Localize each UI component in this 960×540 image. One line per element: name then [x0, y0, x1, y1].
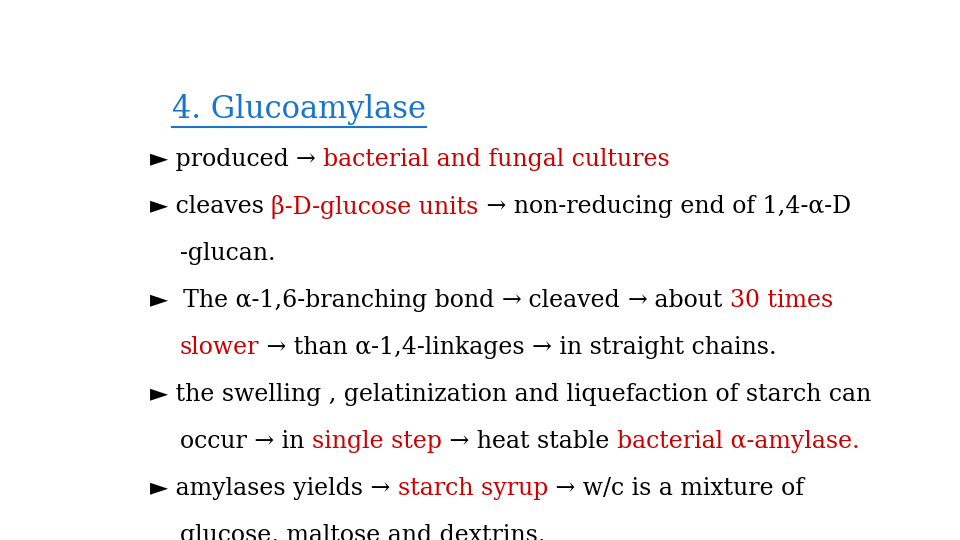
Text: →: → — [628, 289, 647, 312]
Text: 30 times: 30 times — [731, 289, 833, 312]
Text: β-D-glucose units: β-D-glucose units — [272, 195, 479, 219]
Text: →: → — [501, 289, 521, 312]
Text: ► the swelling , gelatinization and liquefaction of starch can: ► the swelling , gelatinization and liqu… — [150, 383, 871, 406]
Text: bacterial α-amylase.: bacterial α-amylase. — [616, 430, 859, 453]
Text: occur → in: occur → in — [150, 430, 312, 453]
Text: starch syrup: starch syrup — [397, 477, 548, 500]
Text: → w/c is a mixture of: → w/c is a mixture of — [548, 477, 804, 500]
Text: → heat stable: → heat stable — [442, 430, 616, 453]
Text: ► produced: ► produced — [150, 148, 296, 171]
Text: →: → — [296, 148, 324, 171]
Text: glucose, maltose and dextrins.: glucose, maltose and dextrins. — [150, 524, 545, 540]
Text: cleaved: cleaved — [521, 289, 628, 312]
Text: slower: slower — [180, 336, 259, 359]
Text: about: about — [647, 289, 731, 312]
Text: bacterial and fungal cultures: bacterial and fungal cultures — [324, 148, 670, 171]
Text: ► amylases yields →: ► amylases yields → — [150, 477, 397, 500]
Text: 4. Glucoamylase: 4. Glucoamylase — [172, 94, 426, 125]
Text: ► cleaves: ► cleaves — [150, 195, 272, 218]
Text: single step: single step — [312, 430, 442, 453]
Text: -glucan.: -glucan. — [150, 242, 276, 265]
Text: ►  The α-1,6-branching bond: ► The α-1,6-branching bond — [150, 289, 501, 312]
Text: → than α-1,4-linkages → in straight chains.: → than α-1,4-linkages → in straight chai… — [259, 336, 777, 359]
Text: → non-reducing end of 1,4-α-D: → non-reducing end of 1,4-α-D — [479, 195, 851, 218]
